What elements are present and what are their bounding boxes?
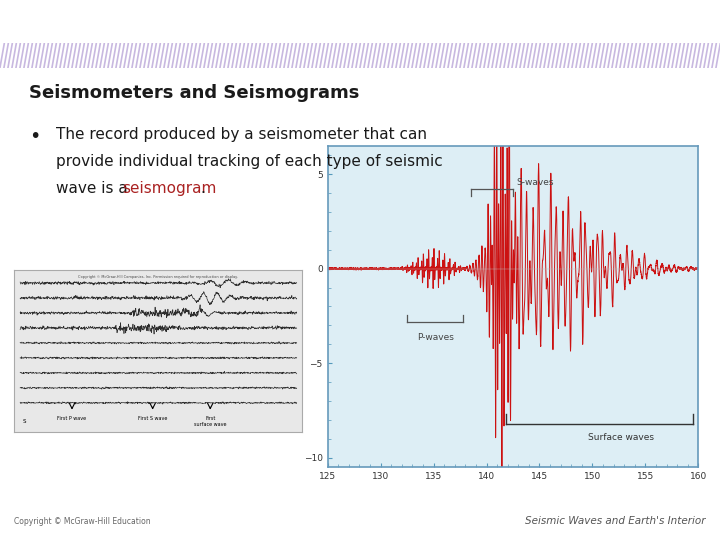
Text: P-waves: P-waves [417, 333, 454, 342]
Text: First P wave: First P wave [58, 416, 86, 421]
Text: First S wave: First S wave [138, 416, 167, 421]
Text: Seismic Waves and Earth's Interior: Seismic Waves and Earth's Interior [525, 516, 706, 526]
Text: First
surface wave: First surface wave [194, 416, 227, 427]
Text: The record produced by a seismometer that can: The record produced by a seismometer tha… [56, 127, 427, 142]
Text: Copyright © McGraw-Hill Companies, Inc. Permission required for reproduction or : Copyright © McGraw-Hill Companies, Inc. … [78, 275, 238, 279]
Text: Surface waves: Surface waves [588, 433, 654, 442]
Text: Seismometers and Seismograms: Seismometers and Seismograms [29, 84, 359, 102]
Text: .: . [200, 181, 205, 196]
Text: seismogram: seismogram [122, 181, 217, 196]
Text: Copyright © McGraw-Hill Education: Copyright © McGraw-Hill Education [14, 517, 151, 526]
Text: wave is a: wave is a [56, 181, 132, 196]
Text: S: S [23, 419, 27, 424]
Text: provide individual tracking of each type of seismic: provide individual tracking of each type… [56, 154, 443, 169]
Text: •: • [29, 127, 40, 146]
Text: S-waves: S-waves [516, 178, 554, 187]
